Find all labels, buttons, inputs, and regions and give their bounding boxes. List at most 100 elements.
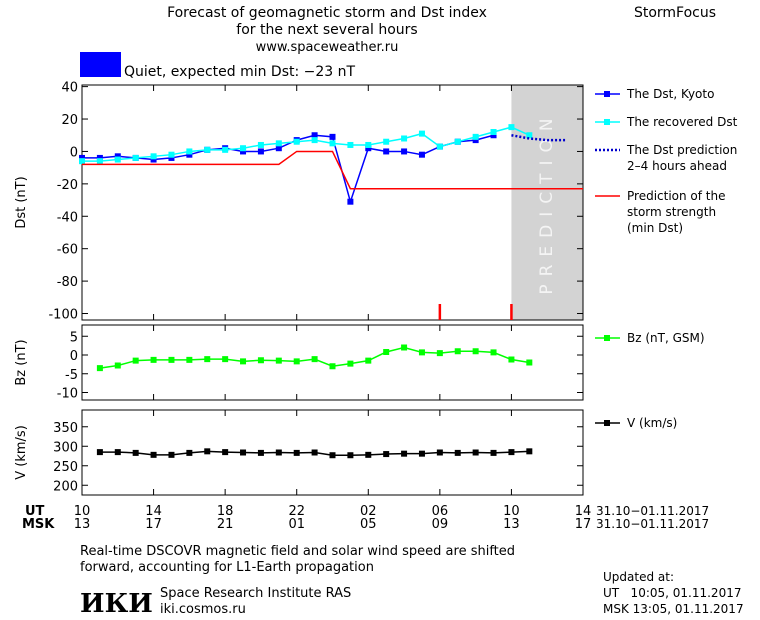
frame bbox=[81, 324, 584, 401]
point bbox=[96, 449, 103, 456]
legend-swatch bbox=[604, 420, 610, 426]
legend-entry: The Dst prediction 2–4 hours ahead bbox=[627, 143, 738, 173]
y-tick-label: 350 bbox=[53, 421, 78, 436]
point bbox=[472, 449, 479, 456]
point bbox=[347, 452, 354, 459]
point bbox=[132, 154, 139, 161]
y-tick-label: -40 bbox=[57, 210, 78, 225]
y-tick-label: 300 bbox=[53, 440, 78, 455]
x-tick-label: 09 bbox=[432, 517, 449, 532]
x-tick-label: 13 bbox=[503, 517, 520, 532]
point bbox=[168, 451, 175, 458]
point bbox=[257, 148, 264, 155]
y-tick-label: 200 bbox=[53, 479, 78, 494]
series-line bbox=[82, 126, 530, 162]
x-tick-label: 01 bbox=[288, 517, 305, 532]
point bbox=[311, 137, 318, 144]
point bbox=[114, 362, 121, 369]
point bbox=[240, 358, 247, 365]
point bbox=[472, 348, 479, 355]
y-tick-label: -5 bbox=[65, 368, 78, 383]
date-range: 31.10−01.11.2017 bbox=[596, 517, 709, 531]
point bbox=[275, 140, 282, 147]
x-axis-label: UT bbox=[25, 504, 45, 519]
point bbox=[132, 357, 139, 364]
point bbox=[168, 151, 175, 158]
point bbox=[383, 148, 390, 155]
point bbox=[347, 360, 354, 367]
point bbox=[383, 349, 390, 355]
point bbox=[347, 141, 354, 148]
updated-label: Updated at: bbox=[603, 570, 674, 584]
title: for the next several hours bbox=[236, 22, 417, 38]
y-axis-label: V (km/s) bbox=[14, 425, 29, 480]
point bbox=[311, 449, 318, 456]
point bbox=[186, 356, 193, 363]
point bbox=[365, 451, 372, 458]
point bbox=[150, 356, 157, 363]
note: Real-time DSCOVR magnetic field and sola… bbox=[80, 544, 515, 559]
frame bbox=[81, 84, 584, 321]
y-tick-label: -20 bbox=[57, 178, 78, 193]
x-tick-label: 22 bbox=[288, 504, 305, 519]
point bbox=[508, 356, 515, 363]
y-tick-label: -100 bbox=[48, 308, 78, 323]
point bbox=[311, 132, 318, 139]
series-line bbox=[511, 134, 566, 142]
point bbox=[490, 449, 497, 456]
point bbox=[275, 145, 282, 152]
title: Forecast of geomagnetic storm and Dst in… bbox=[167, 5, 487, 21]
point bbox=[240, 148, 247, 155]
y-tick-label: 250 bbox=[53, 460, 78, 475]
point bbox=[79, 158, 85, 165]
url: iki.cosmos.ru bbox=[160, 602, 246, 617]
point bbox=[418, 349, 425, 356]
status-text: Quiet, expected min Dst: −23 nT bbox=[124, 64, 356, 80]
point bbox=[257, 449, 264, 456]
point bbox=[257, 357, 264, 364]
title: www.spaceweather.ru bbox=[256, 40, 399, 55]
point bbox=[454, 138, 461, 145]
y-tick-label: 20 bbox=[61, 113, 78, 128]
point bbox=[490, 349, 497, 356]
legend-entry: Bz (nT, GSM) bbox=[627, 331, 705, 345]
point bbox=[186, 151, 193, 158]
prediction-label: PREDICTION bbox=[537, 110, 557, 294]
point bbox=[222, 356, 229, 363]
y-axis-label: Dst (nT) bbox=[14, 176, 29, 228]
point bbox=[436, 449, 443, 456]
y-axis-label: Bz (nT) bbox=[14, 339, 29, 385]
point bbox=[401, 135, 408, 142]
point bbox=[508, 124, 515, 131]
point bbox=[490, 132, 497, 139]
y-tick-label: 40 bbox=[61, 81, 78, 96]
point bbox=[96, 365, 103, 372]
point bbox=[114, 153, 121, 160]
point bbox=[508, 449, 515, 456]
point bbox=[222, 146, 229, 153]
legend-entry: V (km/s) bbox=[627, 416, 678, 430]
point bbox=[526, 359, 533, 366]
x-tick-label: 02 bbox=[360, 504, 377, 519]
point bbox=[96, 154, 103, 161]
x-tick-label: 14 bbox=[575, 504, 592, 519]
point bbox=[168, 154, 175, 161]
legend-swatch bbox=[604, 119, 610, 125]
x-tick-label: 18 bbox=[217, 504, 234, 519]
series-line bbox=[82, 150, 583, 190]
point bbox=[329, 133, 336, 140]
point bbox=[329, 140, 336, 147]
point bbox=[132, 449, 139, 456]
y-tick-label: 0 bbox=[70, 349, 78, 364]
x-tick-label: 06 bbox=[432, 504, 449, 519]
point bbox=[168, 356, 175, 363]
point bbox=[114, 156, 121, 163]
x-tick-label: 14 bbox=[145, 504, 162, 519]
point bbox=[293, 138, 300, 145]
x-tick-label: 10 bbox=[74, 504, 91, 519]
point bbox=[240, 449, 247, 456]
point bbox=[204, 146, 211, 153]
point bbox=[418, 450, 425, 457]
y-tick-label: 0 bbox=[70, 145, 78, 160]
